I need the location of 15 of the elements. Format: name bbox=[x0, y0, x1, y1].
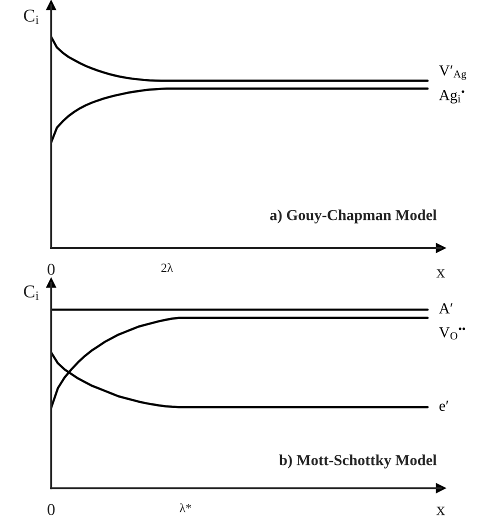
series-label: V′$_{Ag}$ bbox=[439, 65, 466, 80]
x-tick-label: 2λ bbox=[161, 263, 174, 272]
series-label: e′ bbox=[439, 400, 448, 411]
x-tick-label: 0 bbox=[48, 504, 55, 516]
y-axis-title: C$_{i}$ bbox=[24, 285, 39, 300]
series-label: A′ bbox=[439, 303, 452, 314]
x-tick-label: 0 bbox=[48, 264, 55, 276]
y-axis-title: C$_{i}$ bbox=[24, 10, 39, 24]
x-tick-label: λ* bbox=[180, 503, 192, 512]
series-label: V$_{O}$$^{••}$ bbox=[439, 327, 466, 340]
text: b) Mott-Schottky Model bbox=[279, 454, 437, 468]
x-axis-title: x bbox=[436, 506, 446, 516]
series-label: Ag$_{i}$$^{•}$ bbox=[439, 90, 464, 104]
x-axis-title: x bbox=[436, 269, 446, 278]
text: a) Gouy-Chapman Model bbox=[270, 209, 437, 224]
